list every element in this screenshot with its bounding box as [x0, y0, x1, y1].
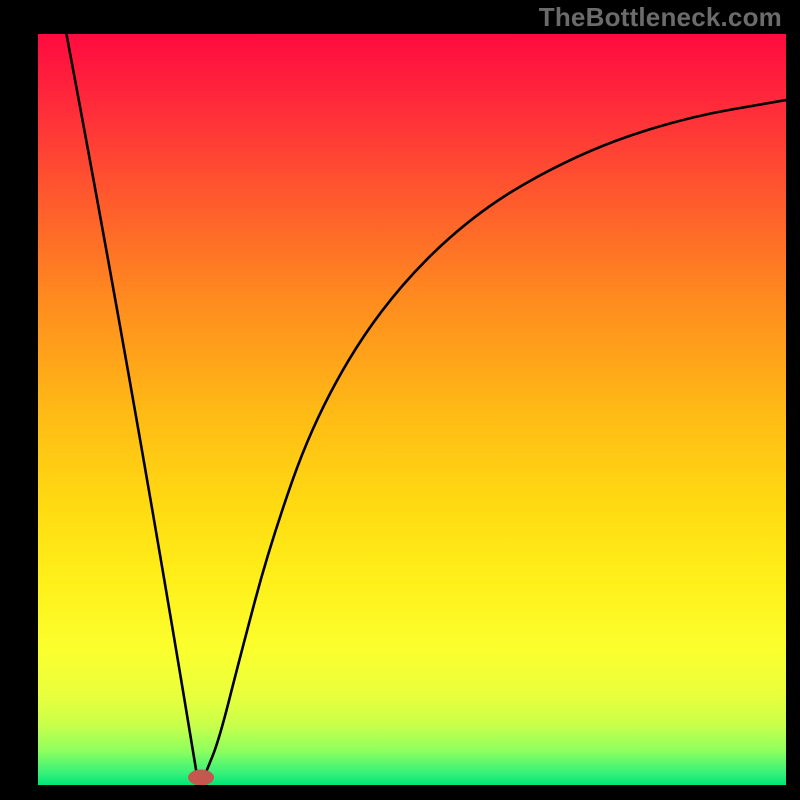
bottleneck-chart-svg: [38, 34, 786, 785]
chart-frame: TheBottleneck.com: [0, 0, 800, 800]
gradient-background: [38, 34, 786, 785]
plot-area: [38, 34, 786, 785]
vertex-marker: [188, 769, 214, 785]
watermark-text: TheBottleneck.com: [539, 2, 782, 33]
